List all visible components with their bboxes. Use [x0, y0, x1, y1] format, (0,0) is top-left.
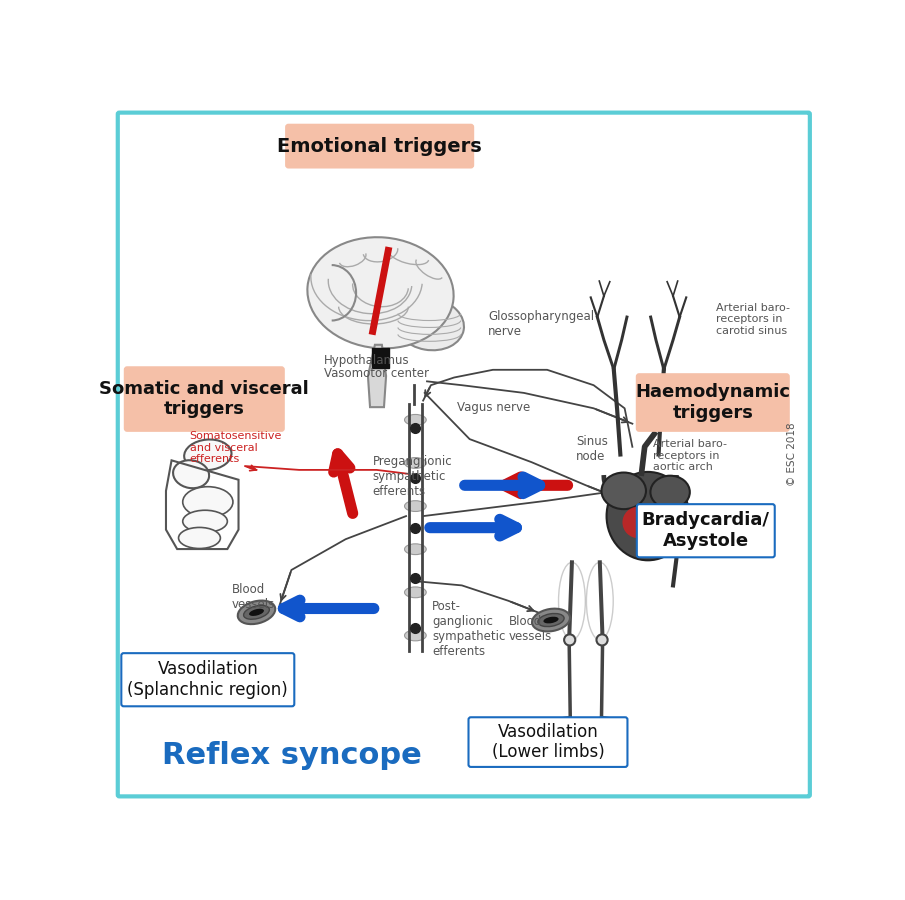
- FancyBboxPatch shape: [286, 125, 473, 167]
- FancyBboxPatch shape: [121, 653, 294, 706]
- Ellipse shape: [543, 616, 558, 624]
- Ellipse shape: [308, 238, 453, 348]
- Ellipse shape: [405, 457, 426, 468]
- Bar: [372, 348, 389, 367]
- Text: Arterial baro-
receptors in
carotid sinus: Arterial baro- receptors in carotid sinu…: [717, 302, 790, 336]
- Ellipse shape: [238, 600, 275, 624]
- FancyBboxPatch shape: [118, 112, 810, 796]
- Polygon shape: [368, 345, 386, 407]
- Text: Bradycardia/
Asystole: Bradycardia/ Asystole: [642, 511, 770, 550]
- Ellipse shape: [243, 606, 270, 619]
- Text: Preganglionic
sympathetic
efferents: Preganglionic sympathetic efferents: [373, 455, 452, 499]
- Ellipse shape: [532, 608, 570, 632]
- Text: Reflex syncope: Reflex syncope: [162, 742, 422, 770]
- Text: Sinus
node: Sinus node: [576, 435, 608, 463]
- Text: Vasomotor center: Vasomotor center: [324, 367, 429, 380]
- FancyBboxPatch shape: [637, 374, 789, 431]
- Ellipse shape: [249, 608, 264, 616]
- Text: Vasodilation
(Lower limbs): Vasodilation (Lower limbs): [491, 723, 605, 761]
- Ellipse shape: [184, 439, 232, 470]
- Text: Post-
ganglionic
sympathetic
efferents: Post- ganglionic sympathetic efferents: [433, 600, 506, 658]
- Circle shape: [564, 634, 576, 645]
- FancyBboxPatch shape: [637, 504, 775, 557]
- FancyBboxPatch shape: [469, 717, 627, 767]
- Text: Hypothalamus: Hypothalamus: [324, 355, 409, 367]
- Ellipse shape: [405, 630, 426, 641]
- Text: Glossopharyngeal
nerve: Glossopharyngeal nerve: [489, 310, 595, 338]
- Text: © ESC 2018: © ESC 2018: [787, 423, 797, 486]
- Ellipse shape: [602, 472, 646, 509]
- Text: Haemodynamic
triggers: Haemodynamic triggers: [635, 383, 790, 422]
- Text: Blood
vessels: Blood vessels: [509, 615, 552, 644]
- Ellipse shape: [606, 472, 690, 561]
- Ellipse shape: [183, 487, 233, 518]
- Text: Vagus nerve: Vagus nerve: [457, 400, 530, 414]
- Ellipse shape: [651, 476, 690, 508]
- Ellipse shape: [405, 500, 426, 511]
- Ellipse shape: [405, 544, 426, 554]
- Text: Somatic and visceral
triggers: Somatic and visceral triggers: [100, 380, 310, 419]
- Text: Emotional triggers: Emotional triggers: [277, 137, 482, 156]
- Text: Blood
vessels: Blood vessels: [232, 582, 275, 610]
- Ellipse shape: [173, 460, 209, 488]
- Text: Arterial baro-
receptors in
aortic arch: Arterial baro- receptors in aortic arch: [653, 439, 728, 472]
- Ellipse shape: [538, 614, 564, 626]
- FancyBboxPatch shape: [125, 367, 284, 431]
- Text: Vasodilation
(Splanchnic region): Vasodilation (Splanchnic region): [128, 661, 288, 699]
- Ellipse shape: [623, 507, 654, 538]
- Circle shape: [596, 634, 607, 645]
- Ellipse shape: [405, 415, 426, 425]
- Ellipse shape: [183, 510, 227, 533]
- Ellipse shape: [405, 587, 426, 598]
- Ellipse shape: [395, 298, 464, 350]
- Text: Somatosensitive
and visceral
efferents: Somatosensitive and visceral efferents: [190, 431, 282, 464]
- Ellipse shape: [178, 527, 221, 548]
